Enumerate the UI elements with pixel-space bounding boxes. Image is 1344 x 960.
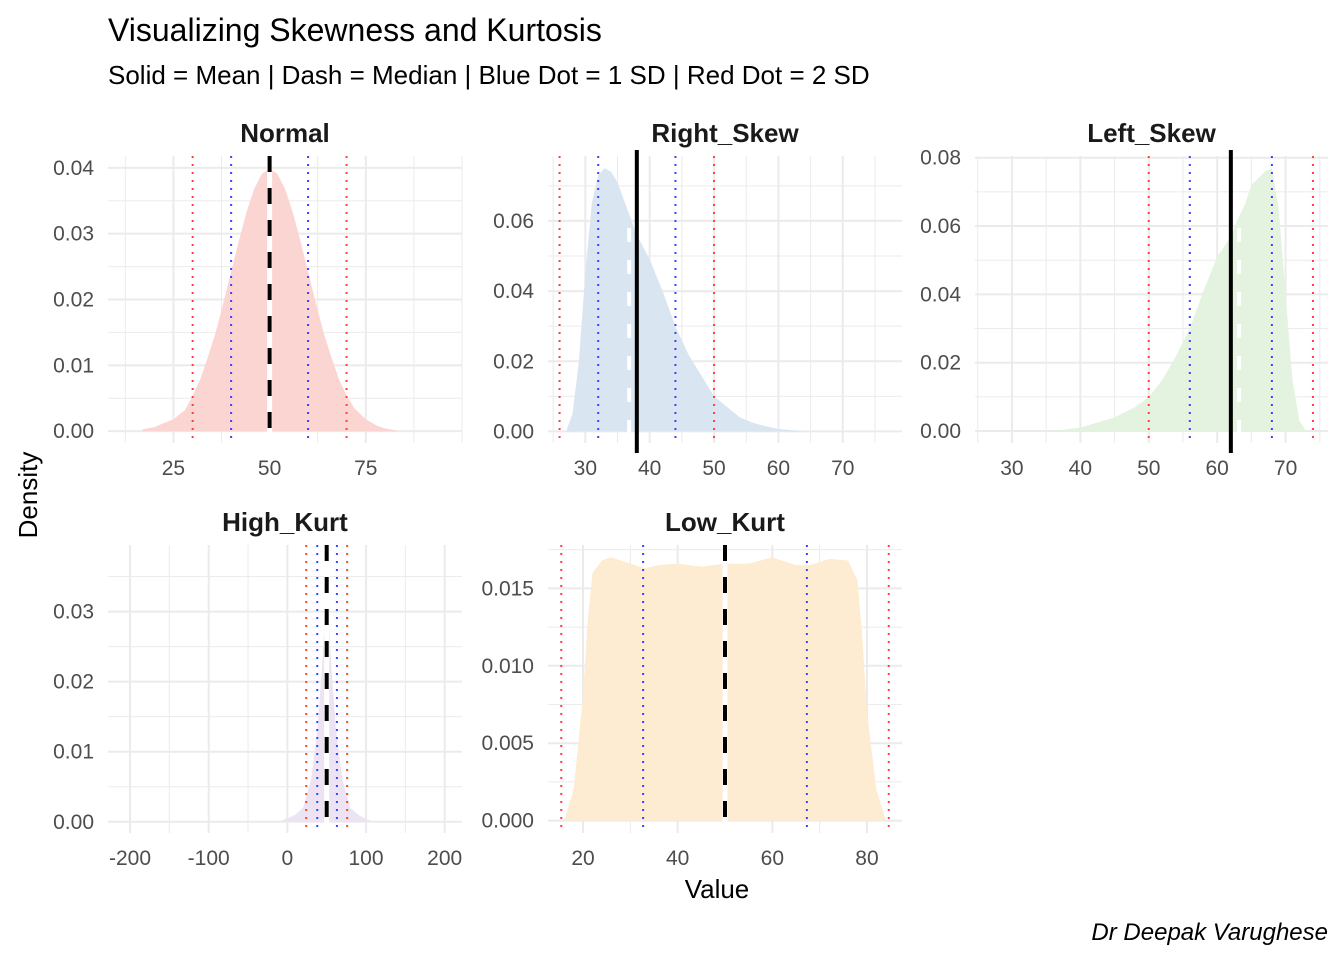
- y-tick-label: 0.02: [493, 350, 534, 373]
- caption: Dr Deepak Varughese: [1091, 919, 1328, 946]
- panel-normal: Normal 25 50 75 0.00 0.01 0.02 0.03 0.04: [53, 118, 463, 480]
- x-tick-label: 100: [349, 847, 384, 870]
- x-tick-label: 50: [1137, 457, 1160, 480]
- x-tick-label: 80: [855, 847, 878, 870]
- panel-title: Normal: [240, 118, 330, 148]
- panel-title: Low_Kurt: [665, 507, 785, 537]
- y-tick-label: 0.03: [53, 601, 94, 624]
- x-tick-label: 0: [282, 847, 294, 870]
- x-tick-label: 40: [666, 847, 689, 870]
- x-tick-label: 50: [702, 457, 725, 480]
- y-axis-title: Density: [13, 452, 43, 539]
- x-tick-label: -200: [109, 847, 151, 870]
- y-tick-label: 0.03: [53, 223, 94, 246]
- panel-low-kurt: Low_Kurt 20 40 60 80 0.000 0.005 0.010 0.015: [481, 507, 902, 870]
- x-tick-label: 70: [1274, 457, 1297, 480]
- y-tick-label: 0.00: [493, 420, 534, 443]
- y-tick-label: 0.02: [920, 352, 961, 375]
- panel-left-skew: Left_Skew 30 40 50 60 70 0.00 0.02 0.04 0.06 0.08: [920, 118, 1328, 480]
- panel-title: High_Kurt: [222, 507, 348, 537]
- y-tick-label: 0.005: [481, 732, 534, 755]
- y-tick-label: 0.010: [481, 655, 534, 678]
- x-tick-label: 60: [1205, 457, 1228, 480]
- panel-high-kurt: High_Kurt -200 -100 0 100 200 0.00 0.01 0.02 0.03: [53, 507, 462, 870]
- panel-title: Right_Skew: [651, 118, 799, 148]
- x-tick-label: 40: [1069, 457, 1092, 480]
- y-tick-label: 0.06: [920, 215, 961, 238]
- chart-title: Visualizing Skewness and Kurtosis: [108, 12, 602, 48]
- x-tick-label: 75: [354, 457, 377, 480]
- x-tick-label: 30: [1000, 457, 1023, 480]
- y-tick-label: 0.06: [493, 210, 534, 233]
- panel-right-skew: Right_Skew 30 40 50 60 70 0.00 0.02 0.04 0.06: [493, 118, 902, 480]
- y-tick-label: 0.00: [53, 420, 94, 443]
- chart-subtitle: Solid = Mean | Dash = Median | Blue Dot …: [108, 60, 870, 90]
- y-tick-label: 0.04: [53, 157, 94, 180]
- x-tick-label: 25: [162, 457, 185, 480]
- panel-title: Left_Skew: [1087, 118, 1216, 148]
- x-tick-label: 60: [767, 457, 790, 480]
- x-tick-label: 40: [638, 457, 661, 480]
- y-tick-label: 0.000: [481, 810, 534, 833]
- density-area: [1052, 168, 1307, 432]
- y-tick-label: 0.00: [920, 420, 961, 443]
- x-tick-label: 30: [574, 457, 597, 480]
- x-tick-label: 20: [571, 847, 594, 870]
- y-tick-label: 0.01: [53, 741, 94, 764]
- x-tick-label: 200: [427, 847, 462, 870]
- y-tick-label: 0.015: [481, 577, 534, 600]
- x-tick-label: 70: [831, 457, 854, 480]
- x-tick-label: 60: [761, 847, 784, 870]
- y-tick-label: 0.02: [53, 671, 94, 694]
- x-tick-label: -100: [188, 847, 230, 870]
- x-tick-label: 50: [258, 457, 281, 480]
- x-axis-title: Value: [685, 874, 750, 904]
- y-tick-label: 0.00: [53, 811, 94, 834]
- y-tick-label: 0.01: [53, 354, 94, 377]
- y-tick-label: 0.08: [920, 147, 961, 170]
- y-tick-label: 0.04: [493, 280, 534, 303]
- density-area: [566, 168, 805, 432]
- y-tick-label: 0.04: [920, 283, 961, 306]
- y-tick-label: 0.02: [53, 289, 94, 312]
